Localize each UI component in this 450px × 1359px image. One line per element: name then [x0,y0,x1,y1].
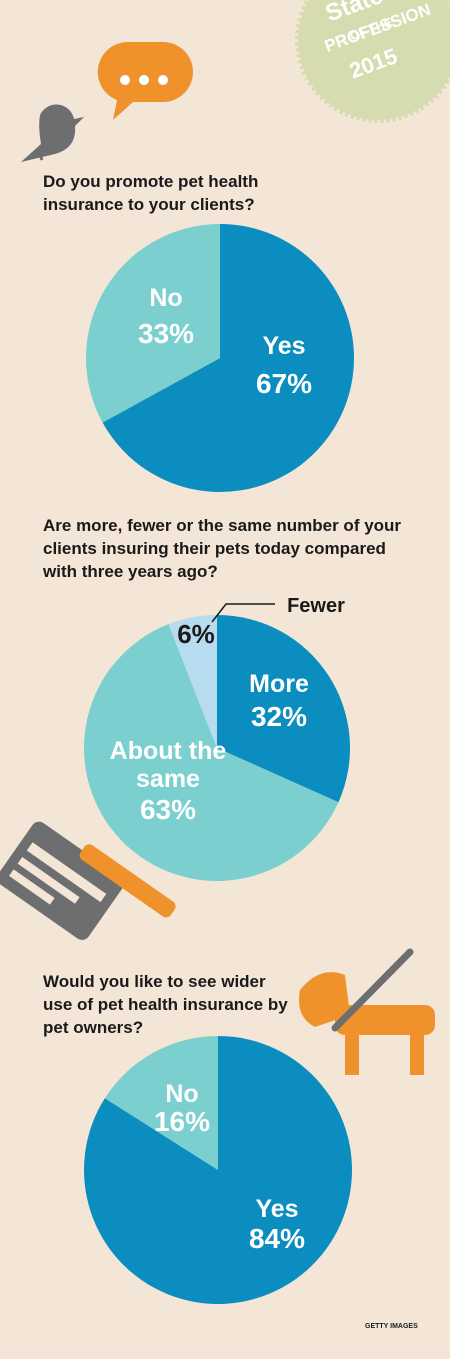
slice-value: 32% [250,701,308,732]
slice-value: 63% [139,794,197,825]
chart-title: Are more, fewer or the same number of yo… [43,516,402,581]
pie-slice [102,224,354,492]
bird-leg [38,154,44,161]
dot [158,75,168,85]
dot [139,75,149,85]
slice-value: 84% [248,1223,306,1254]
badge-seal [295,0,450,123]
slice-label: About the same [109,737,227,793]
bird [21,104,84,162]
slice-value: 33% [137,318,195,349]
slice-label: No [165,1080,199,1108]
pie-slice [83,624,339,882]
slice-value: 67% [255,368,313,399]
slice-label: Fewer [287,595,345,617]
pie-slice [104,1036,218,1170]
credit: GETTY IMAGES [365,1323,418,1330]
pie-slice [85,223,221,423]
leader-line [211,603,275,623]
dot [120,75,130,85]
slice-label: Yes [255,1195,299,1223]
card-icon [0,821,176,940]
slice-label: More [249,670,309,698]
pie-slice [217,615,351,803]
slice-label: Yes [262,332,306,360]
chart-title: Do you promote pet health insurance to y… [43,172,259,214]
dog-icon [299,948,435,1075]
slice-label: No [149,284,183,312]
chart-title: Would you like to see wider use of pet h… [43,972,288,1037]
slice-value: 6% [177,619,215,649]
pie-slice [168,615,217,748]
slice-value: 16% [153,1106,211,1137]
